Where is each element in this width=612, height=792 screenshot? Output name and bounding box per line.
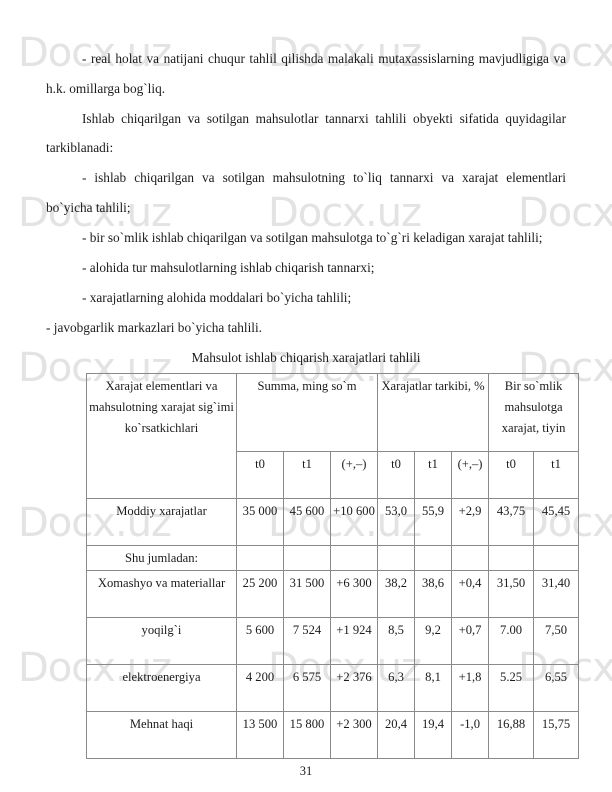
table-cell bbox=[451, 544, 490, 571]
table-cell: +1 924 bbox=[329, 616, 379, 665]
table-cell bbox=[377, 544, 416, 571]
subheader-tiyin-t1: t1 bbox=[533, 450, 580, 499]
table-cell: 38,2 bbox=[377, 569, 416, 618]
paragraph-4: - bir so`mlik ishlab chiqarilgan va soti… bbox=[82, 229, 543, 245]
table-cell: 55,9 bbox=[414, 497, 453, 546]
table-cell: +0,7 bbox=[451, 616, 490, 665]
table-row: yoqilg`i 5 600 7 524 +1 924 8,5 9,2 +0,7 7.00 7,… bbox=[86, 616, 580, 665]
row-label: Xomashyo va materiallar bbox=[86, 569, 237, 618]
table-cell: 45,45 bbox=[533, 497, 580, 546]
table-cell: 7.00 bbox=[488, 616, 535, 665]
row-label: Moddiy xarajatlar bbox=[86, 497, 237, 546]
cost-analysis-table: Xarajat elementlari va mahsulotning xara… bbox=[86, 372, 580, 759]
table-cell: 5.25 bbox=[488, 663, 535, 712]
table-cell: 38,6 bbox=[414, 569, 453, 618]
table-body: Moddiy xarajatlar 35 000 45 600 +10 600 53,0… bbox=[86, 497, 580, 759]
table-cell: 45 600 bbox=[283, 497, 331, 546]
table-row: Xomashyo va materiallar 25 200 31 500 +6 30… bbox=[86, 569, 580, 618]
table-cell: 15 800 bbox=[283, 710, 331, 759]
table-cell: 13 500 bbox=[236, 710, 284, 759]
row-label: Mehnat haqi bbox=[86, 710, 237, 759]
table-cell: +2 376 bbox=[329, 663, 379, 712]
table-cell: 9,2 bbox=[414, 616, 453, 665]
paragraph-3: - ishlab chiqarilgan va sotilgan mahsulo… bbox=[46, 170, 566, 215]
table-cell: 8,5 bbox=[377, 616, 416, 665]
table-cell: 7,50 bbox=[533, 616, 580, 665]
table-cell bbox=[488, 544, 535, 571]
table-cell: 6,55 bbox=[533, 663, 580, 712]
table-cell: 5 600 bbox=[236, 616, 284, 665]
paragraph-5: - alohida tur mahsulotlarning ishlab chi… bbox=[82, 259, 375, 275]
row-label: elektroenergiya bbox=[86, 663, 237, 712]
subheader-tiyin-t0: t0 bbox=[488, 450, 535, 499]
table-caption: Mahsulot ishlab chiqarish xarajatlari ta… bbox=[191, 349, 421, 365]
table-cell: 31,50 bbox=[488, 569, 535, 618]
table-cell bbox=[414, 544, 453, 571]
table-cell: 7 524 bbox=[283, 616, 331, 665]
table-cell: 31,40 bbox=[533, 569, 580, 618]
table-cell bbox=[329, 544, 379, 571]
subheader-summa-t0: t0 bbox=[236, 450, 284, 499]
table-cell bbox=[533, 544, 580, 571]
table-cell: 53,0 bbox=[377, 497, 416, 546]
table-cell: 31 500 bbox=[283, 569, 331, 618]
table-row: Mehnat haqi 13 500 15 800 +2 300 20,4 19,4 -1,… bbox=[86, 710, 580, 759]
row-label: Shu jumladan: bbox=[86, 544, 237, 571]
table-cell: 6 575 bbox=[283, 663, 331, 712]
table-cell: 8,1 bbox=[414, 663, 453, 712]
table-cell: +1,8 bbox=[451, 663, 490, 712]
paragraph-6: - xarajatlarning alohida moddalari bo`yi… bbox=[82, 289, 352, 305]
table-cell bbox=[236, 544, 284, 571]
subheader-summa-delta: (+,–) bbox=[329, 450, 379, 499]
paragraph-1: - real holat va natijani chuqur tahlil q… bbox=[46, 51, 566, 96]
table-cell: 43,75 bbox=[488, 497, 535, 546]
table-cell: 35 000 bbox=[236, 497, 284, 546]
paragraph-2: Ishlab chiqarilgan va sotilgan mahsulotl… bbox=[46, 110, 566, 156]
table-cell: 6,3 bbox=[377, 663, 416, 712]
table-cell: 25 200 bbox=[236, 569, 284, 618]
table-cell: +2,9 bbox=[451, 497, 490, 546]
table-row: elektroenergiya 4 200 6 575 +2 376 6,3 8,1 +1,… bbox=[86, 663, 580, 712]
table-header-row-periods: t0 t1 (+,–) t0 t1 (+,–) t0 t1 bbox=[87, 450, 580, 499]
table-header-row-groups: Xarajat elementlari va mahsulotning xara… bbox=[86, 372, 580, 499]
header-group-struktura: Xarajatlar tarkibi, % bbox=[377, 372, 490, 452]
subheader-summa-t1: t1 bbox=[283, 450, 331, 499]
page-number: 31 bbox=[299, 764, 313, 778]
paragraph-7: - javobgarlik markazlari bo`yicha tahlil… bbox=[46, 319, 262, 335]
table-cell bbox=[283, 544, 331, 571]
table-cell: +0,4 bbox=[451, 569, 490, 618]
table-cell: +2 300 bbox=[329, 710, 379, 759]
table-cell: -1,0 bbox=[451, 710, 490, 759]
table-row: Moddiy xarajatlar 35 000 45 600 +10 600 53,0… bbox=[86, 497, 580, 546]
header-col-indicators: Xarajat elementlari va mahsulotning xara… bbox=[86, 372, 237, 499]
row-label: yoqilg`i bbox=[86, 616, 237, 665]
table-cell: 16,88 bbox=[488, 710, 535, 759]
table-cell: 15,75 bbox=[533, 710, 580, 759]
table-cell: 19,4 bbox=[414, 710, 453, 759]
table-cell: 20,4 bbox=[377, 710, 416, 759]
table-cell: 4 200 bbox=[236, 663, 284, 712]
subheader-pct-t0: t0 bbox=[377, 450, 416, 499]
table-cell: +6 300 bbox=[329, 569, 379, 618]
subheader-pct-delta: (+,–) bbox=[451, 450, 490, 499]
header-group-tiyin: Bir so`mlik mahsulotga xarajat, tiyin bbox=[488, 372, 580, 452]
table-row: Shu jumladan: bbox=[86, 544, 580, 571]
subheader-pct-t1: t1 bbox=[414, 450, 453, 499]
table-cell: +10 600 bbox=[329, 497, 379, 546]
header-group-summa: Summa, ming so`m bbox=[235, 372, 379, 452]
